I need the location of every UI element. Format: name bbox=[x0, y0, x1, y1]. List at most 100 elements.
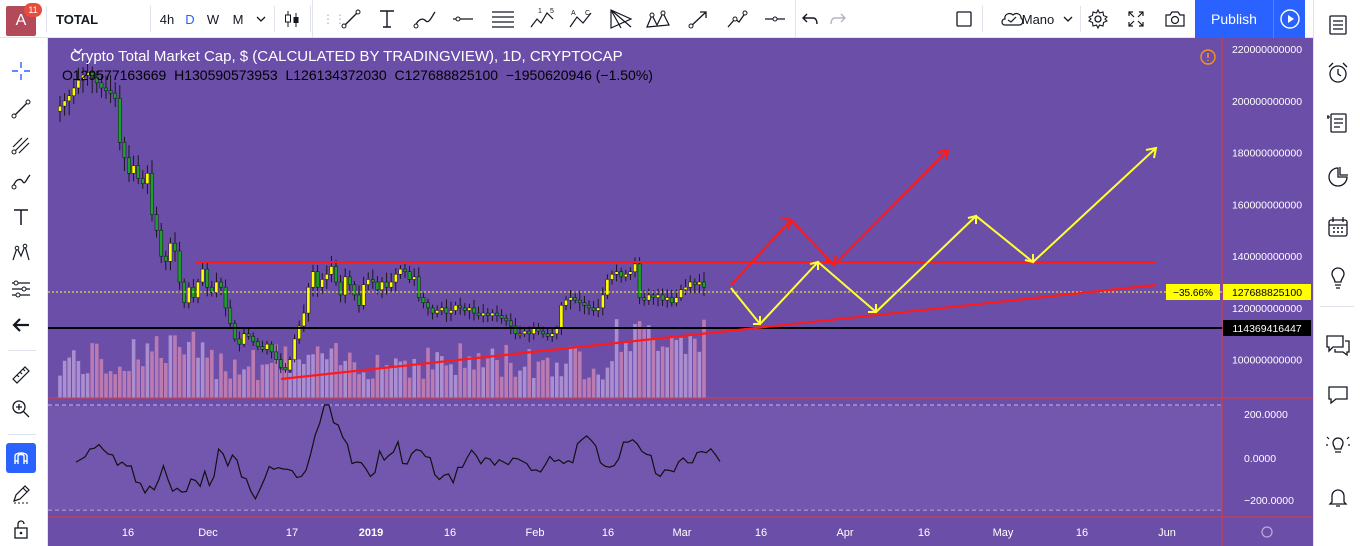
ruler-icon[interactable] bbox=[6, 360, 36, 390]
private-chat-icon[interactable] bbox=[1323, 380, 1353, 410]
interval-d-button[interactable]: D bbox=[185, 11, 195, 27]
pattern-tool-icon[interactable] bbox=[6, 238, 36, 268]
interval-w-button[interactable]: W bbox=[206, 11, 220, 27]
volume-bar bbox=[223, 371, 228, 398]
volume-bar bbox=[72, 350, 76, 398]
brush-tool-icon[interactable] bbox=[6, 166, 36, 196]
alarm-clock-icon[interactable] bbox=[1323, 58, 1353, 88]
parallel-channel-icon[interactable] bbox=[485, 0, 521, 38]
symbol-legend-title[interactable]: Crypto Total Market Cap, $ (CALCULATED B… bbox=[70, 48, 623, 65]
volume-bar bbox=[237, 374, 242, 398]
volume-bar bbox=[481, 367, 485, 398]
candle-bear bbox=[352, 284, 357, 296]
back-arrow-icon[interactable] bbox=[6, 310, 36, 340]
interval-m-button[interactable]: M bbox=[232, 11, 244, 27]
volume-bar bbox=[651, 338, 656, 398]
interval-4h-button[interactable]: 4h bbox=[159, 11, 175, 27]
high-label: H bbox=[174, 67, 185, 83]
volume-bar bbox=[58, 375, 62, 398]
candle-bull bbox=[531, 328, 536, 335]
redo-icon[interactable] bbox=[826, 0, 850, 38]
arrow-icon[interactable] bbox=[681, 0, 717, 38]
gear-icon[interactable] bbox=[1084, 0, 1112, 38]
path-icon[interactable] bbox=[719, 0, 755, 38]
candle-bull bbox=[343, 276, 348, 296]
brush-icon[interactable] bbox=[407, 0, 443, 38]
undo-icon[interactable] bbox=[798, 0, 822, 38]
hotlist-icon[interactable] bbox=[1323, 162, 1353, 192]
candle-bear bbox=[426, 302, 430, 309]
candles-chart-type-icon[interactable] bbox=[280, 0, 304, 38]
layout-dropdown-chevron-icon[interactable] bbox=[1060, 0, 1076, 38]
horizontal-ray-icon[interactable] bbox=[757, 0, 793, 38]
svg-text:C: C bbox=[585, 10, 590, 17]
user-avatar[interactable]: A 11 bbox=[6, 3, 42, 36]
volume-bar bbox=[242, 369, 246, 398]
volume-bar bbox=[619, 351, 623, 398]
svg-text:A: A bbox=[571, 10, 576, 17]
candle-bull bbox=[697, 281, 702, 285]
horizontal-line-icon[interactable] bbox=[445, 0, 481, 38]
symbol-search-button[interactable]: TOTAL bbox=[56, 11, 99, 27]
chart-area[interactable]: 220000000000 200000000000 180000000000 1600… bbox=[48, 38, 1313, 546]
candle-bull bbox=[288, 359, 292, 371]
red-projection-path bbox=[730, 149, 949, 286]
volume-bar bbox=[191, 331, 196, 398]
volume-bar bbox=[647, 325, 651, 398]
candle-bull bbox=[467, 307, 472, 311]
zoom-in-icon[interactable] bbox=[6, 394, 36, 424]
trend-line-tool-icon[interactable] bbox=[6, 94, 36, 124]
expand-icon[interactable] bbox=[1122, 0, 1150, 38]
calendar-icon[interactable] bbox=[1323, 212, 1353, 242]
gann-fan-icon[interactable] bbox=[603, 0, 639, 38]
volume-bar bbox=[384, 364, 389, 398]
crosshair-icon[interactable] bbox=[6, 56, 36, 86]
camera-icon[interactable] bbox=[1160, 0, 1190, 38]
volume-bar bbox=[338, 365, 343, 398]
svg-text:1: 1 bbox=[538, 8, 542, 15]
price-tick-label: 160000000000 bbox=[1232, 199, 1302, 211]
candle-bear bbox=[173, 242, 177, 252]
lock-icon[interactable] bbox=[6, 514, 36, 544]
idea-stream-icon[interactable] bbox=[1323, 430, 1353, 460]
fullscreen-toggle-icon[interactable] bbox=[950, 0, 978, 38]
text-label-icon[interactable] bbox=[369, 0, 405, 38]
publish-button[interactable]: Publish bbox=[1195, 0, 1305, 38]
text-tool-icon[interactable] bbox=[6, 202, 36, 232]
pitchfork-tool-icon[interactable] bbox=[6, 130, 36, 160]
volume-bar bbox=[430, 369, 435, 398]
trend-line-icon[interactable] bbox=[333, 0, 369, 38]
notifications-bell-icon[interactable] bbox=[1323, 482, 1353, 512]
layout-name-label[interactable]: Mano bbox=[1021, 11, 1055, 27]
candle-bear bbox=[232, 323, 237, 340]
volume-bar bbox=[527, 349, 531, 398]
volume-bar bbox=[467, 356, 472, 398]
chart-canvas[interactable]: 220000000000 200000000000 180000000000 1600… bbox=[48, 38, 1313, 546]
volume-bar bbox=[325, 359, 329, 398]
interval-dropdown-chevron-icon[interactable] bbox=[252, 0, 270, 38]
watchlist-icon[interactable] bbox=[1323, 10, 1353, 40]
axis-settings-gear-icon bbox=[1261, 526, 1273, 538]
play-icon[interactable] bbox=[1273, 0, 1305, 38]
volume-bar bbox=[76, 361, 81, 398]
xabcd-pattern-icon[interactable] bbox=[641, 0, 677, 38]
candle-bear bbox=[582, 302, 587, 306]
grip-handle-icon[interactable]: ⋮⋮ bbox=[322, 12, 346, 26]
volume-bar bbox=[522, 366, 527, 398]
candle-bear bbox=[338, 281, 343, 296]
candle-bear bbox=[577, 299, 582, 303]
close-value: 127688825100 bbox=[404, 67, 499, 83]
data-window-icon[interactable] bbox=[1323, 108, 1353, 138]
volume-bar bbox=[509, 362, 513, 398]
stay-in-drawing-mode-icon[interactable] bbox=[6, 479, 36, 509]
volume-bar bbox=[513, 376, 518, 398]
public-chat-icon[interactable] bbox=[1323, 330, 1353, 360]
ideas-lightbulb-icon[interactable] bbox=[1323, 262, 1353, 292]
prediction-tool-icon[interactable] bbox=[6, 274, 36, 304]
magnet-icon[interactable] bbox=[6, 443, 36, 473]
volume-bar bbox=[550, 376, 554, 398]
cloud-save-icon[interactable] bbox=[988, 0, 1036, 38]
left-drawing-toolbar bbox=[0, 38, 48, 546]
